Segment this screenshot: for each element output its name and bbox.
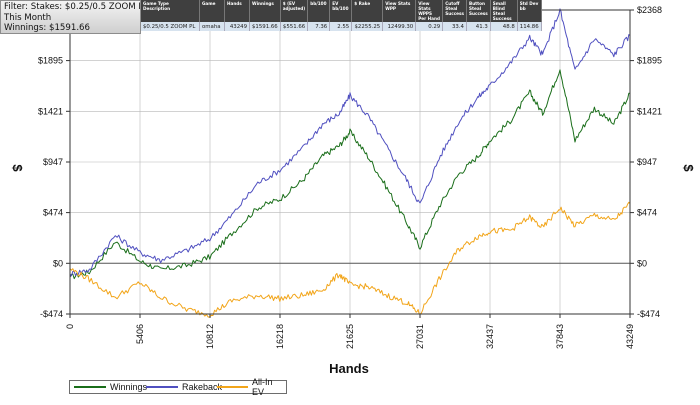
header-cell[interactable]: Small Blind Steal Success [490,0,518,22]
table-cell: 7.36 [307,22,331,31]
y-tick-label-left: $947 [43,157,63,167]
table-cell: 48.8 [490,22,518,31]
x-tick-label: 10812 [205,324,215,349]
y-axis-label-right: $ [681,164,696,172]
table-cell: 12499.30 [382,22,417,31]
header-cell[interactable]: Cutoff Steal Success [442,0,467,22]
table-cell: omaha [199,22,225,31]
rakeback-line [69,8,631,277]
y-tick-label-right: $947 [637,157,657,167]
period-line: This Month [4,12,52,23]
x-tick-label: 32437 [485,324,495,349]
y-tick-label-right: $474 [637,208,657,218]
header-cell[interactable]: Game Type Description [141,0,200,22]
legend-item-rakeback[interactable]: Rakeback [146,381,222,393]
y-tick-label-left: -$474 [40,309,63,319]
header-cell[interactable]: Game [199,0,225,22]
y-tick-label-left: $1895 [38,56,63,66]
table-cell: $2255.25 [351,22,384,31]
legend-label: Winnings [110,382,148,392]
table-cell: $0.25/0.5 ZOOM PL [141,22,200,31]
table-cell: 43249 [224,22,250,31]
series-lines [69,8,631,318]
legend-label: All-In EV [252,377,273,397]
legend-item-allin-ev[interactable]: All-In EV [217,377,286,397]
header-cell[interactable]: Button Steal Success [466,0,491,22]
filter-summary-box: Filter: Stakes: $0.25/0.5 ZOOM PL This M… [0,0,141,34]
legend-label: Rakeback [182,382,223,392]
x-tick-label: 0 [65,324,75,329]
y-tick-label-right: $1421 [637,106,662,116]
legend-swatch-winnings [74,386,106,388]
winnings-line: Winnings: $1591.66 [4,23,90,34]
table-cell: 33.4 [442,22,467,31]
header-cell[interactable]: Winnings [249,0,281,22]
header-cell[interactable]: View Stats WPP [382,0,417,22]
x-tick-label: 27031 [415,324,425,349]
y-tick-label-left: $1421 [38,106,63,116]
y-tick-label-right: $1895 [637,56,662,66]
filter-line: Filter: Stakes: $0.25/0.5 ZOOM PL [4,2,141,12]
table-cell: 41.3 [466,22,491,31]
header-cell[interactable]: EV bb/100 [329,0,353,22]
allin-ev-line [69,201,631,318]
legend-swatch-allin-ev [217,386,249,388]
table-cell: $1591.66 [249,22,281,31]
grid [69,9,631,315]
legend-swatch-rakeback [146,386,178,388]
x-tick-label: 21625 [345,324,355,349]
x-tick-label: 5406 [135,324,145,344]
header-cell[interactable]: Std Dev bb [517,0,542,22]
header-cell[interactable]: Hands [224,0,250,22]
y-tick-label-left: $0 [53,258,63,268]
chart-legend: Winnings Rakeback All-In EV [69,377,287,397]
stats-data-row: $0.25/0.5 ZOOM PL omaha 43249 $1591.66 $… [141,22,542,31]
header-cell[interactable]: $ (EV adjusted) [280,0,309,22]
table-cell: 114.86 [517,22,542,31]
header-cell[interactable]: View Stats WPPS Per Hand [415,0,444,22]
legend-item-winnings[interactable]: Winnings [74,381,147,393]
y-tick-label-right: -$474 [637,309,660,319]
table-cell: 2.55 [329,22,353,31]
x-tick-label: 37843 [555,324,565,349]
y-axis-label-left: $ [10,164,25,172]
x-tick-label: 43249 [625,324,635,349]
table-cell: $551.66 [280,22,309,31]
y-tick-label-right: $0 [637,258,647,268]
header-cell[interactable]: $ Rake [351,0,384,22]
y-tick-label-right: $2368 [637,5,662,15]
winnings-line [69,69,631,280]
x-tick-label: 16218 [275,324,285,349]
header-cell[interactable]: bb/100 [307,0,331,22]
table-cell: 0.29 [415,22,444,31]
y-tick-label-left: $474 [43,208,63,218]
stats-header-row: Game Type Description Game Hands Winning… [141,0,542,22]
x-axis-label: Hands [329,361,369,376]
stats-table: Game Type Description Game Hands Winning… [141,0,542,31]
